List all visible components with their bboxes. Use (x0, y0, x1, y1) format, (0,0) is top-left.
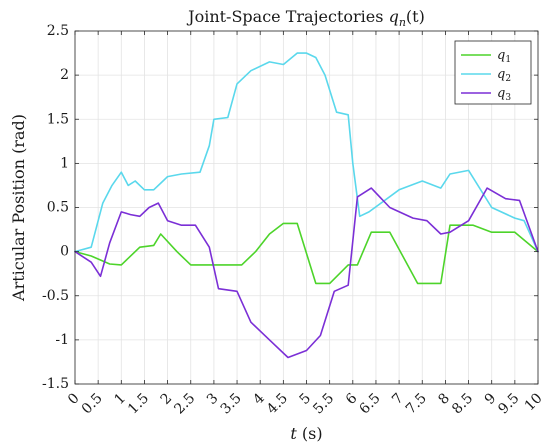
chart-title: Joint-Space Trajectories qn(t) (186, 7, 425, 29)
legend: q1 q2 q3 (454, 40, 532, 105)
series-line-q1 (74, 222, 539, 285)
y-tick-label: -1.5 (42, 376, 69, 392)
x-axis-label: t (s) (290, 424, 322, 443)
y-tick-label: 1.5 (47, 111, 69, 127)
legend-label-q2: q2 (497, 67, 511, 84)
series-line-q3 (74, 187, 539, 359)
legend-label-q3: q3 (497, 86, 511, 103)
series-layer (74, 52, 539, 359)
series-line-q2 (74, 52, 539, 253)
y-tick-label: 1 (60, 155, 69, 171)
y-tick-label: -0.5 (42, 288, 69, 304)
legend-label-q1: q1 (497, 48, 511, 65)
y-tick-label: -1 (55, 332, 69, 348)
y-tick-label: 0 (60, 244, 69, 260)
y-axis-label: Articular Position (rad) (9, 114, 28, 302)
y-tick-label: 0.5 (47, 200, 69, 216)
legend-box (454, 40, 532, 105)
y-axis-ticks: 2.5 2 1.5 1 0.5 0 -0.5 -1 -1.5 (42, 23, 538, 392)
y-tick-label: 2.5 (47, 23, 69, 39)
y-tick-label: 2 (60, 67, 69, 83)
